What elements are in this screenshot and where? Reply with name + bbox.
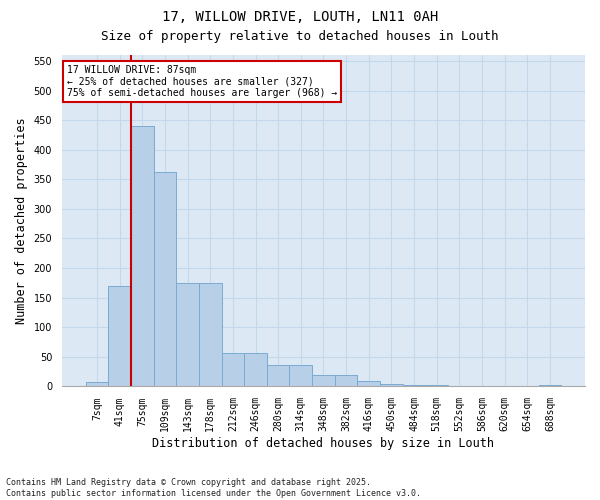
- Bar: [199, 283, 221, 387]
- Bar: [131, 126, 154, 386]
- X-axis label: Distribution of detached houses by size in Louth: Distribution of detached houses by size …: [152, 437, 494, 450]
- Bar: [154, 172, 176, 386]
- Bar: [335, 374, 358, 386]
- Bar: [403, 384, 425, 386]
- Bar: [267, 364, 289, 386]
- Text: Size of property relative to detached houses in Louth: Size of property relative to detached ho…: [101, 30, 499, 43]
- Bar: [109, 286, 131, 386]
- Y-axis label: Number of detached properties: Number of detached properties: [15, 118, 28, 324]
- Text: 17 WILLOW DRIVE: 87sqm
← 25% of detached houses are smaller (327)
75% of semi-de: 17 WILLOW DRIVE: 87sqm ← 25% of detached…: [67, 65, 337, 98]
- Bar: [312, 374, 335, 386]
- Bar: [289, 364, 312, 386]
- Bar: [86, 382, 109, 386]
- Text: Contains HM Land Registry data © Crown copyright and database right 2025.
Contai: Contains HM Land Registry data © Crown c…: [6, 478, 421, 498]
- Text: 17, WILLOW DRIVE, LOUTH, LN11 0AH: 17, WILLOW DRIVE, LOUTH, LN11 0AH: [162, 10, 438, 24]
- Bar: [176, 283, 199, 387]
- Bar: [380, 384, 403, 386]
- Bar: [244, 352, 267, 386]
- Bar: [221, 352, 244, 386]
- Bar: [358, 380, 380, 386]
